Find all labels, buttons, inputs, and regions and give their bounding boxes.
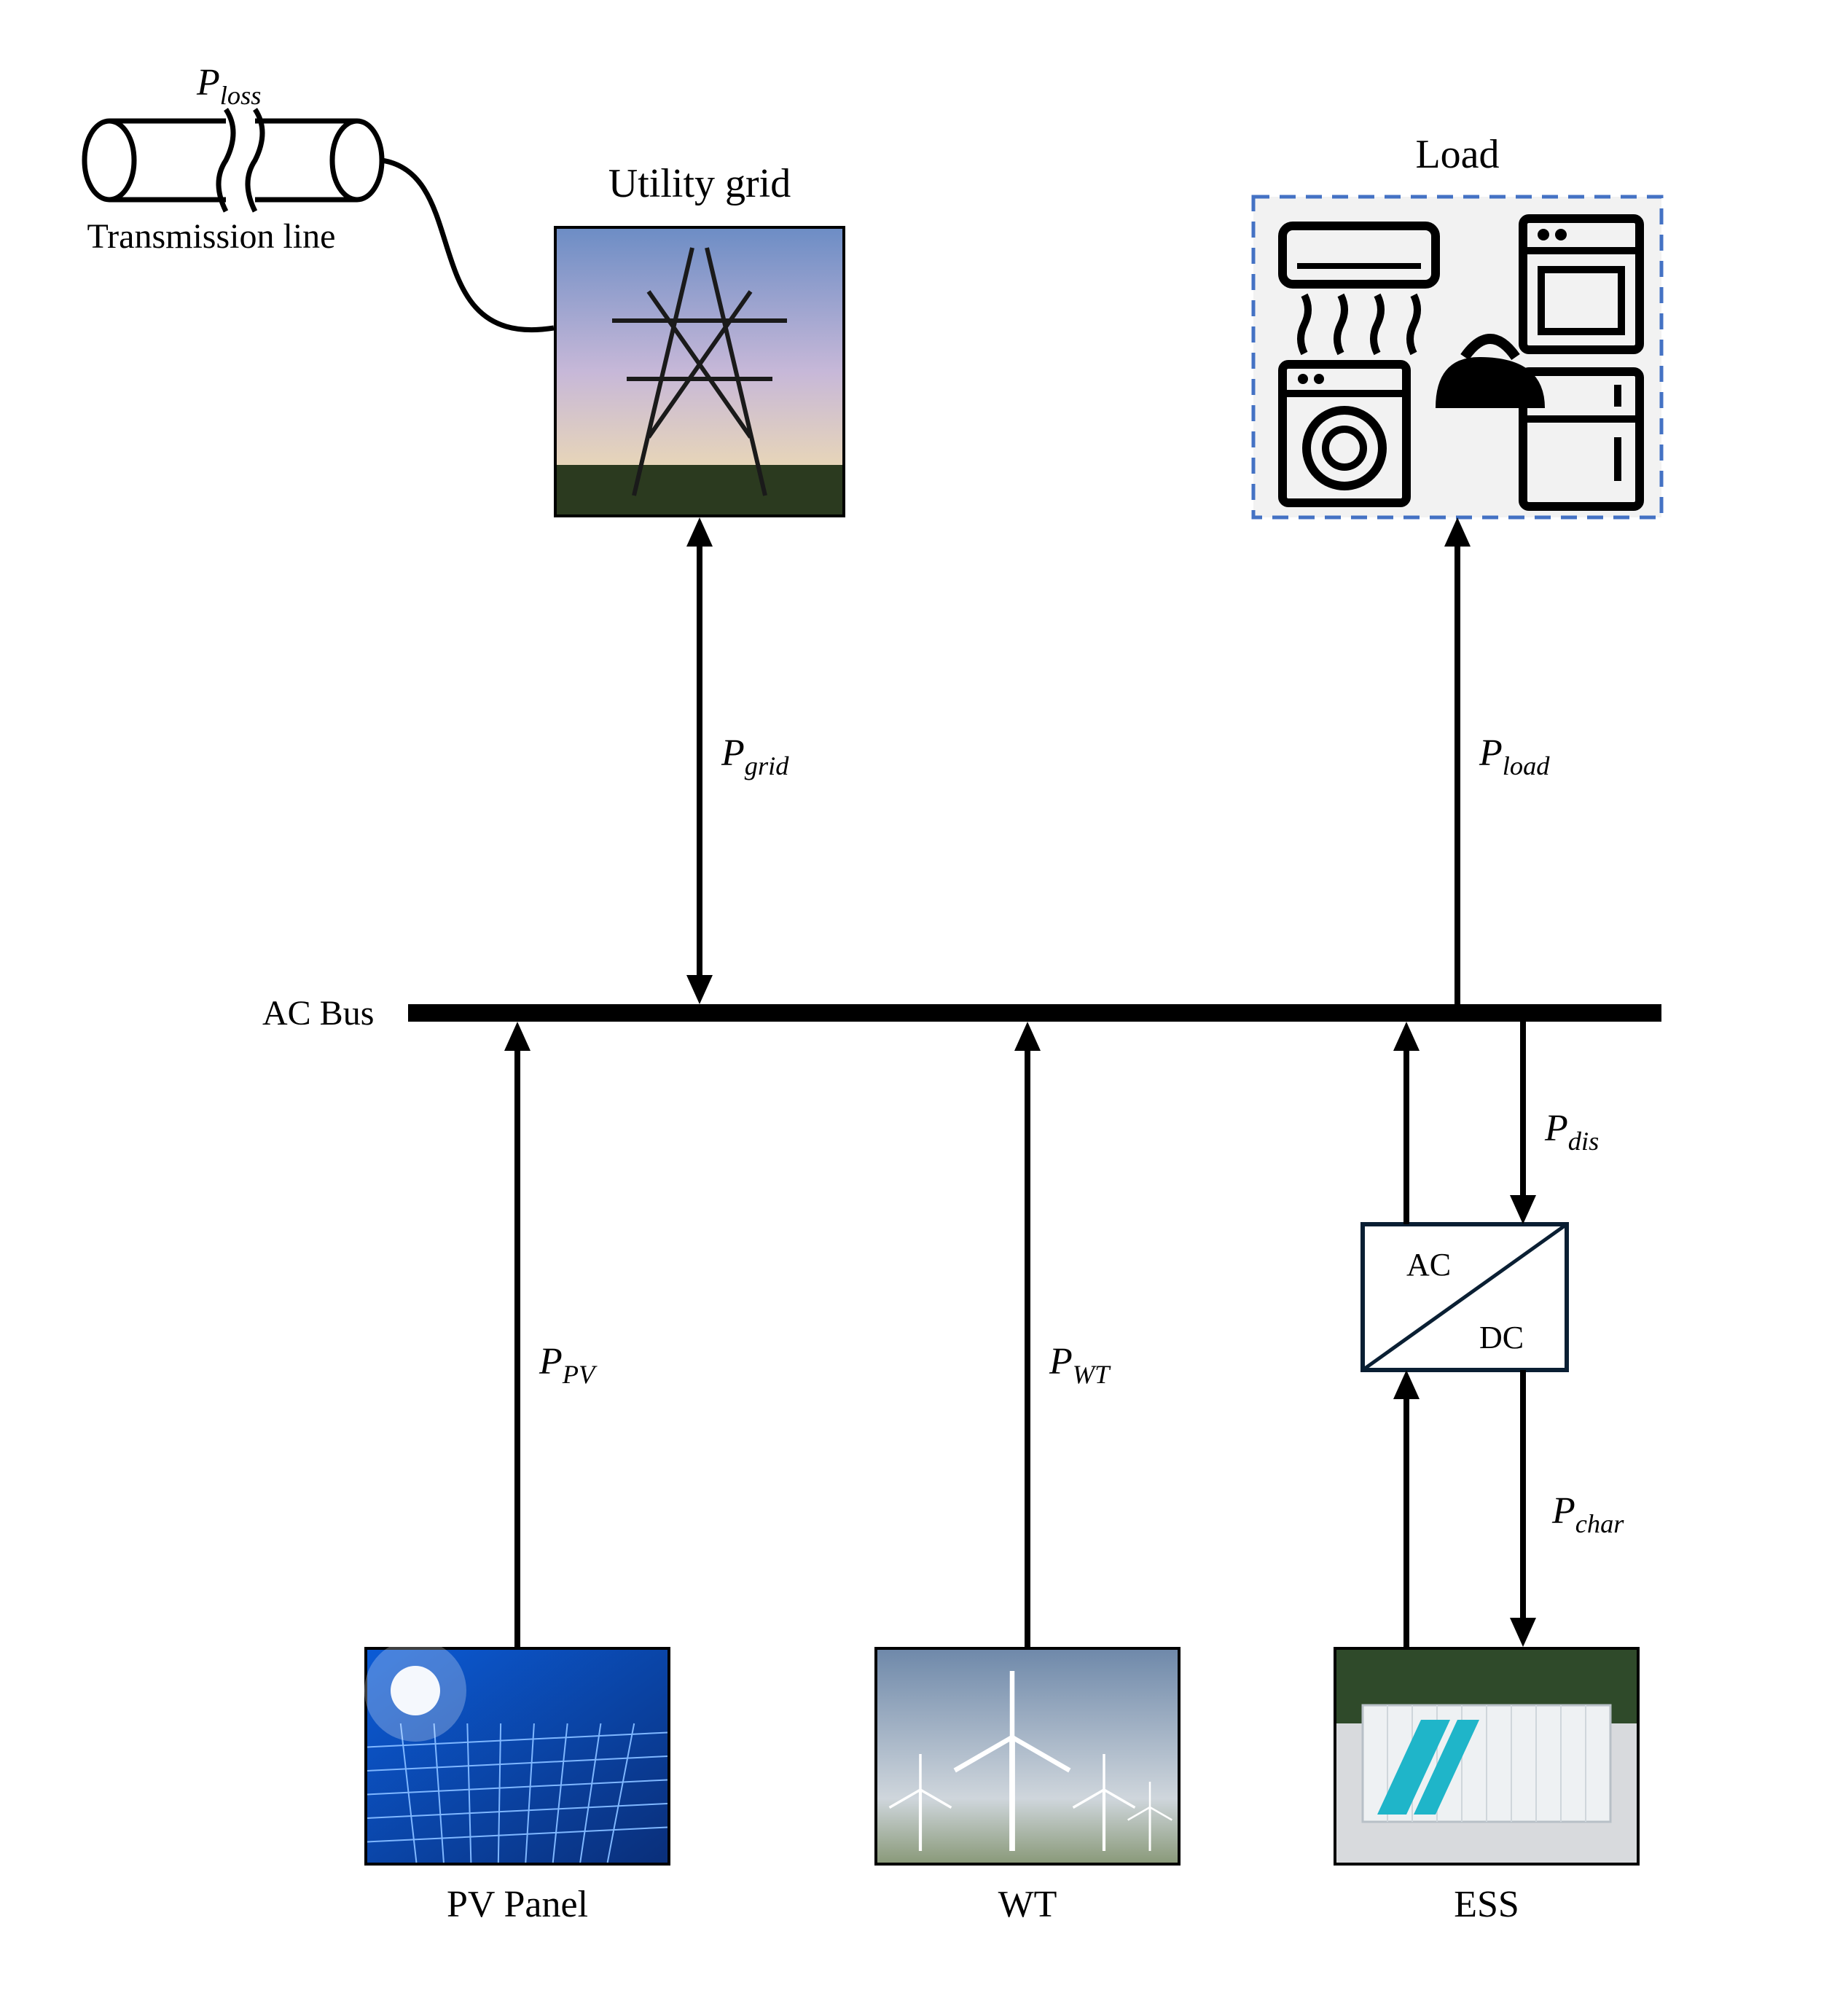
load-label: Load [1415,132,1499,177]
converter-ac-label: AC [1406,1247,1451,1283]
ess-image [1334,1647,1640,1866]
pv-panel-image [364,1640,670,1866]
wt-label: WT [998,1884,1057,1925]
p-dis-label: Pdis [1544,1108,1599,1156]
utility-grid-label: Utility grid [608,161,791,206]
p-grid-label: Pgrid [721,732,789,780]
wind-turbine-image [874,1647,1181,1866]
p-pv-label: PPV [539,1341,598,1389]
p-wt-label: PWT [1049,1341,1111,1389]
p-char-label: Pchar [1551,1490,1624,1538]
ac-bus-label: AC Bus [262,994,374,1033]
pv-panel-label: PV Panel [447,1884,588,1925]
converter-dc-label: DC [1479,1320,1524,1355]
microgrid-diagram: AC Bus Utility grid Pgrid Ploss Transmission… [0,0,1848,2008]
p-loss-label: Ploss [196,62,261,110]
ac-bus-bar [408,1004,1661,1022]
utility-grid-image [554,226,845,517]
transmission-line-label: Transmission line [87,217,336,256]
ess-label: ESS [1454,1884,1519,1925]
p-load-label: Pload [1479,732,1550,780]
